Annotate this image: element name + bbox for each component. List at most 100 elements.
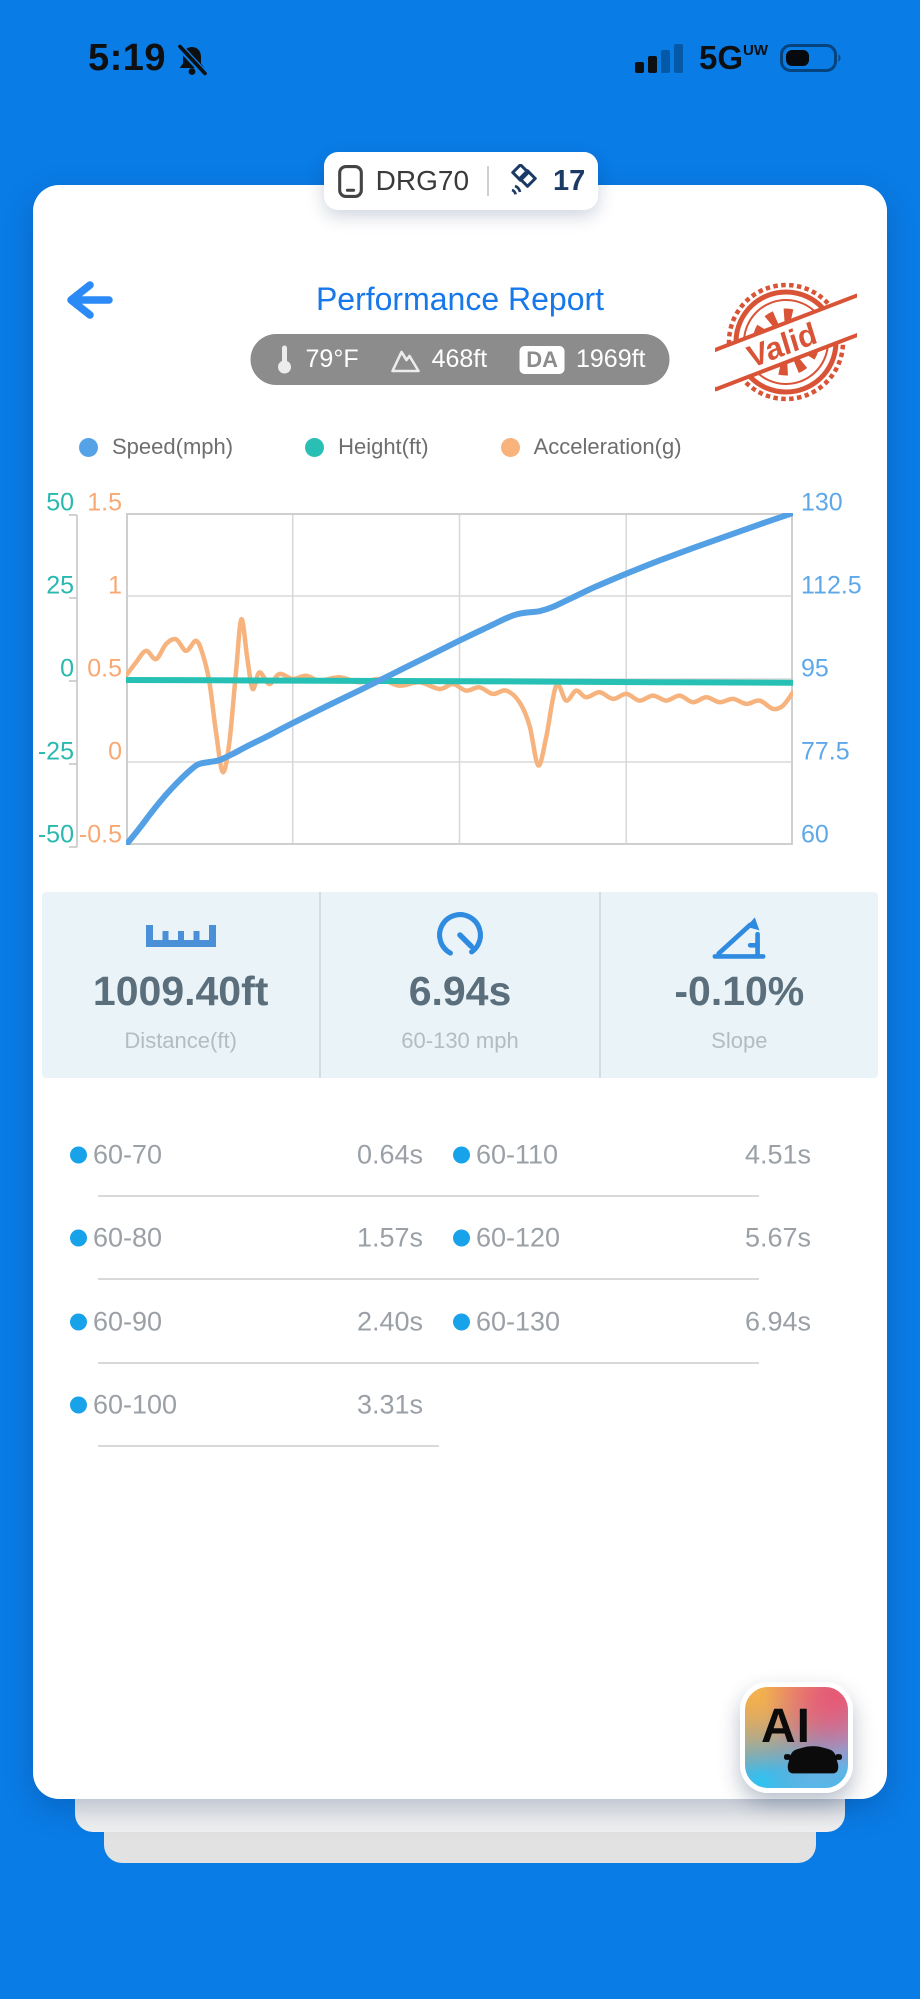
density-altitude-badge: DA [519,345,565,374]
speed-axis-labels: 130 112.5 95 77.5 60 [801,185,887,1799]
split-dot [453,1229,470,1247]
split-label: 60-100 [93,1389,178,1420]
mountain-icon [391,350,420,372]
split-value: 0.64s [356,1139,423,1170]
height-axis-labels: 50 25 0 -25 -50 [33,185,74,1799]
legend-label: Acceleration(g) [533,434,682,459]
legend-dot [305,437,325,457]
signal-strength-icon [634,44,683,73]
split-label: 60-90 [93,1306,163,1337]
series-height-ft- [126,677,793,686]
axis-tick-label: 112.5 [801,571,862,600]
time-label: 60-130 mph [401,1028,519,1053]
split-value: 5.67s [744,1222,811,1253]
axis-tick-label: 0 [108,737,122,766]
device-name: DRG70 [375,165,470,196]
axis-tick-label: 77.5 [801,737,850,766]
legend-dot [79,437,98,457]
axis-tick-label: 50 [46,488,74,517]
split-dot [70,1313,87,1331]
network-band: UW [743,42,768,59]
battery-icon [780,44,841,72]
network-type: 5G UW [698,39,768,76]
car-icon [784,1746,842,1774]
chart-legend: Speed(mph) Height(ft) Acceleration(g) [79,431,682,463]
back-button[interactable] [63,277,115,323]
slope-value: -0.10% [674,968,805,1014]
split-dot [70,1229,87,1247]
height-axis-line [69,514,78,848]
axis-tick-label: 1 [108,571,122,600]
stats-summary: 1009.40ft Distance(ft) 6.94s 60-130 mph [42,892,878,1078]
table-row: 60-70 0.64s 60-110 4.51s [33,1113,887,1197]
split-value: 2.40s [356,1306,423,1337]
status-time: 5:19 [88,36,167,79]
legend-label: Speed(mph) [112,434,234,459]
legend-dot [500,437,520,457]
split-value: 4.51s [744,1139,811,1170]
speedometer-icon [437,912,483,959]
bottom-sheet-layer-1 [75,1799,845,1832]
split-label: 60-80 [93,1222,163,1253]
page-title: Performance Report [315,281,605,317]
ai-button-label: AI [761,1700,811,1753]
altitude-value: 468ft [431,345,488,373]
valid-stamp: Valid [715,282,857,402]
split-dot [453,1146,470,1164]
axis-tick-label: 1.5 [87,488,122,517]
split-dot [70,1396,87,1414]
axis-tick-label: 0.5 [87,654,122,683]
row-divider [98,1445,439,1447]
axis-tick-label: 0 [60,654,74,683]
table-row: 60-90 2.40s 60-130 6.94s [33,1280,887,1364]
axis-tick-label: 25 [46,571,74,600]
acceleration-axis-labels: 1.5 1 0.5 0 -0.5 [78,185,122,1799]
splits-table: 60-70 0.64s 60-110 4.51s 60-80 1.57s 60-120 5.6… [33,1113,887,1447]
satellite-icon [511,164,537,195]
split-dot [453,1313,470,1331]
stat-time: 6.94s 60-130 mph [319,892,598,1078]
table-row: 60-100 3.31s [33,1364,887,1447]
row-divider [98,1194,759,1197]
legend-item: Acceleration(g) [500,434,682,460]
split-label: 60-110 [476,1139,559,1170]
slope-label: Slope [711,1028,768,1053]
ruler-icon [145,925,216,947]
status-bar: 5:19 5G UW [0,30,920,86]
temperature-value: 79°F [305,345,359,373]
stat-slope: -0.10% Slope [598,892,878,1078]
report-card: Performance Report 79°F 468ft DA 1969ft [33,185,887,1799]
ai-assistant-button[interactable]: AI [740,1682,853,1793]
split-dot [70,1146,87,1164]
time-value: 6.94s [408,968,512,1014]
axis-tick-label: 130 [801,488,843,517]
split-label: 60-120 [476,1222,561,1253]
split-label: 60-130 [476,1306,561,1337]
axis-tick-label: -50 [37,820,74,849]
satellite-count: 17 [553,164,586,197]
device-icon [337,164,363,198]
status-indicators: 5G UW [634,39,844,77]
pill-divider [487,166,490,196]
device-pill[interactable]: DRG70 17 [324,152,598,210]
density-altitude-value: 1969ft [575,345,646,373]
axis-tick-label: 60 [801,820,829,849]
axis-tick-label: -0.5 [78,820,122,849]
series-acceleration-g- [126,616,793,775]
stat-distance: 1009.40ft Distance(ft) [42,892,319,1078]
slope-icon [712,917,766,959]
legend-label: Height(ft) [338,434,429,459]
legend-item: Speed(mph) [79,434,233,460]
split-value: 1.57s [356,1222,423,1253]
axis-tick-label: -25 [37,737,74,766]
row-divider [98,1361,759,1364]
bottom-sheet-layer-2 [104,1832,816,1863]
split-value: 3.31s [356,1389,423,1420]
distance-value: 1009.40ft [92,968,269,1014]
thermometer-icon [278,345,292,373]
distance-label: Distance(ft) [124,1028,237,1053]
split-label: 60-70 [93,1139,163,1170]
row-divider [98,1278,759,1280]
conditions-pill: 79°F 468ft DA 1969ft [250,334,670,385]
